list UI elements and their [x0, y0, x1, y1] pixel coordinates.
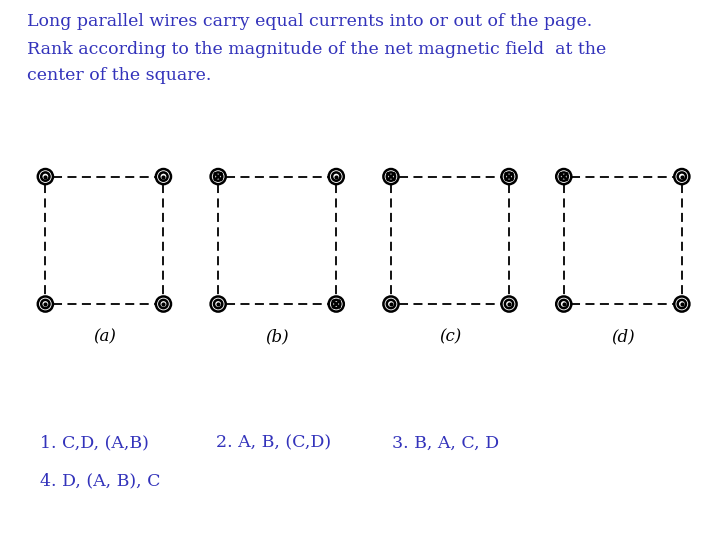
Ellipse shape: [559, 172, 568, 181]
Ellipse shape: [332, 172, 341, 181]
Text: (b): (b): [266, 328, 289, 345]
Text: (c): (c): [439, 328, 461, 345]
Ellipse shape: [387, 300, 395, 308]
Ellipse shape: [159, 300, 168, 308]
Ellipse shape: [41, 300, 50, 308]
Ellipse shape: [159, 172, 168, 181]
Ellipse shape: [41, 172, 50, 181]
Text: 4. D, (A, B), C: 4. D, (A, B), C: [40, 472, 160, 489]
Text: (a): (a): [93, 328, 116, 345]
Ellipse shape: [332, 300, 341, 308]
Text: Rank according to the magnitude of the net magnetic field  at the: Rank according to the magnitude of the n…: [27, 40, 607, 57]
Ellipse shape: [387, 172, 395, 181]
Ellipse shape: [214, 300, 222, 308]
Ellipse shape: [214, 172, 222, 181]
Ellipse shape: [559, 300, 568, 308]
Text: Long parallel wires carry equal currents into or out of the page.: Long parallel wires carry equal currents…: [27, 14, 593, 30]
Ellipse shape: [505, 300, 513, 308]
Text: 2. A, B, (C,D): 2. A, B, (C,D): [216, 435, 331, 451]
Text: 3. B, A, C, D: 3. B, A, C, D: [392, 435, 500, 451]
Text: center of the square.: center of the square.: [27, 68, 212, 84]
Text: 1. C,D, (A,B): 1. C,D, (A,B): [40, 435, 148, 451]
Ellipse shape: [678, 172, 686, 181]
Ellipse shape: [678, 300, 686, 308]
Ellipse shape: [505, 172, 513, 181]
Text: (d): (d): [611, 328, 634, 345]
